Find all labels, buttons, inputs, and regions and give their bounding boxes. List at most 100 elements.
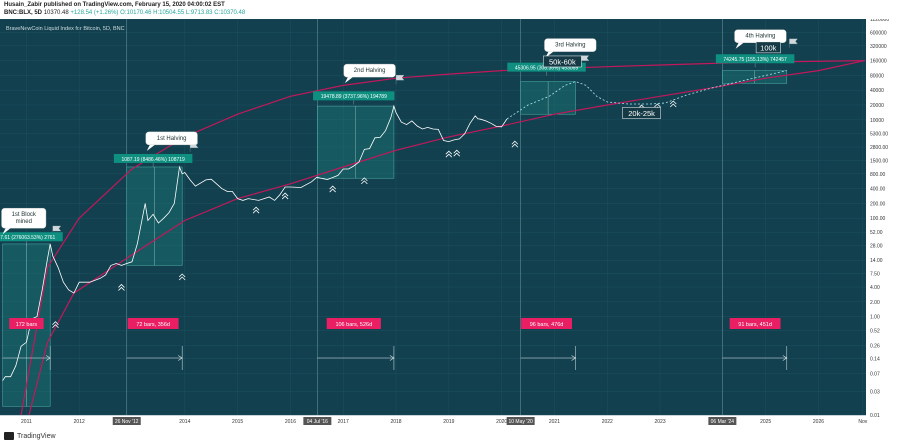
y-tick-label: 2.00 xyxy=(870,300,880,306)
y-tick-label: 10000 xyxy=(870,118,884,124)
symbol: BNC:BLX, 5D xyxy=(4,10,43,16)
value-label-box xyxy=(0,232,63,242)
projection-line xyxy=(506,70,787,120)
bar-count-label: 96 bars, 476d xyxy=(530,322,564,328)
callout-text: 1st Block xyxy=(12,212,37,218)
y-tick-label: 160000 xyxy=(870,59,887,65)
y-tick-label: 5300.00 xyxy=(870,131,888,137)
callout-tail xyxy=(344,77,353,84)
value-label: 19478.89 (3737.96%) 194789 xyxy=(321,94,387,100)
y-tick-label: 0.14 xyxy=(870,357,880,363)
up-marker xyxy=(669,100,677,108)
chart-title: BraveNewCoin Liquid Index for Bitcoin, 5… xyxy=(6,26,125,32)
y-tick-label: 14.00 xyxy=(870,258,883,264)
y-tick-label: 4.00 xyxy=(870,285,880,291)
price-target-label: 20k-25k xyxy=(628,109,655,118)
x-tick-label: 04 Jul '16 xyxy=(307,419,328,425)
price-chart[interactable]: BraveNewCoin Liquid Index for Bitcoin, 5… xyxy=(0,19,904,430)
y-tick-label: 80000 xyxy=(870,73,884,79)
x-tick-label: 26 Nov '12 xyxy=(115,419,139,425)
value-label: 74245.75 (155.13%) 742457 xyxy=(723,57,787,63)
x-tick-label: 10 May '20 xyxy=(508,419,533,425)
y-tick-label: 0.07 xyxy=(870,371,880,377)
price-target-label: 50k-60k xyxy=(549,57,576,66)
callout-tail xyxy=(146,144,155,151)
y-tick-label: 1.00 xyxy=(870,315,880,321)
x-tick-label: 2016 xyxy=(285,419,296,425)
callout-box xyxy=(544,38,597,52)
y-tick-label: 0.26 xyxy=(870,343,880,349)
x-date-badge xyxy=(506,417,535,425)
y-tick-label: 0.01 xyxy=(870,413,880,419)
bar-count-label: 72 bars, 356d xyxy=(136,322,170,328)
callout-tail xyxy=(735,42,744,49)
y-tick-label: 200.00 xyxy=(870,201,886,207)
x-tick-label: 2020 xyxy=(496,419,507,425)
price-target-box xyxy=(622,107,661,119)
value-label-box xyxy=(313,91,395,101)
y-tick-label: 800.00 xyxy=(870,172,886,178)
y-tick-label: 52.00 xyxy=(870,230,883,236)
x-tick-label: 2021 xyxy=(549,419,560,425)
x-date-badge xyxy=(112,417,141,425)
price-target-label: 100k xyxy=(760,43,777,52)
callout-text: 2nd Halving xyxy=(354,68,386,74)
bar-count-label: 172 bars xyxy=(16,322,38,328)
up-marker xyxy=(453,149,461,157)
x-date-badge xyxy=(303,417,332,425)
value-label: 27.61 (276063.53%) 2761 xyxy=(0,235,56,241)
callout-tail xyxy=(2,228,11,235)
bar-count-box xyxy=(127,318,179,329)
x-tick-label: 2023 xyxy=(654,419,665,425)
flag-marker xyxy=(395,75,405,85)
bar-count-box xyxy=(326,318,381,329)
bar-count-box xyxy=(521,318,572,329)
y-tick-label: 600000 xyxy=(870,30,887,36)
plot-background xyxy=(0,19,866,415)
callout-text: 3rd Halving xyxy=(555,43,585,49)
bar-count-label: 91 bars, 451d xyxy=(738,322,772,328)
footer: TradingView xyxy=(4,432,56,440)
up-marker xyxy=(118,283,125,291)
y-tick-label: 400.00 xyxy=(870,187,886,193)
price-target-box xyxy=(543,55,582,68)
price-line xyxy=(2,104,508,381)
value-label: 45306.95 (308.36%) 453069 xyxy=(515,65,579,71)
y-tick-label: 1500.00 xyxy=(870,158,888,164)
up-marker xyxy=(178,273,186,281)
last-price: 10370.48 xyxy=(43,10,69,16)
bar-count-label: 106 bars, 526d xyxy=(335,322,372,328)
up-marker xyxy=(252,206,260,214)
footer-brand: TradingView xyxy=(17,432,56,440)
x-tick-label: 2018 xyxy=(390,419,401,425)
value-label: 1087.19 (8486.46%) 108719 xyxy=(121,157,185,163)
bar-count-box xyxy=(9,318,44,329)
price-change: +128.54 (+1.26%) xyxy=(70,10,119,16)
bar-count-box xyxy=(729,318,781,329)
callout-text: 1st Halving xyxy=(157,136,187,142)
x-tick-label: 2011 xyxy=(21,419,32,425)
flag-marker xyxy=(789,38,798,48)
author-line: Husain_Zabir published on TradingView.co… xyxy=(4,2,225,8)
x-tick-label: 2025 xyxy=(760,419,771,425)
callout-box xyxy=(1,208,47,229)
ohlc-values: O:10170.46 H:10504.55 L:9713.83 C:10370.… xyxy=(120,10,246,16)
x-date-badge xyxy=(708,417,737,425)
y-tick-label: 7.50 xyxy=(870,272,880,278)
x-tick-label: 06 Mar '24 xyxy=(711,419,735,425)
callout-text: 4th Halving xyxy=(745,34,775,40)
flag-marker xyxy=(52,225,62,235)
x-tick-label: 2012 xyxy=(74,419,85,425)
up-marker xyxy=(52,321,59,329)
y-tick-label: 0.52 xyxy=(870,329,880,335)
time-axis-background xyxy=(0,415,866,430)
tradingview-logo-icon xyxy=(4,432,14,440)
callout-box xyxy=(343,63,396,78)
axis-background xyxy=(866,19,904,430)
y-tick-label: 28.00 xyxy=(870,243,883,249)
y-tick-label: 1120000 xyxy=(870,19,889,23)
y-tick-label: 320000 xyxy=(870,44,887,50)
x-tick-label: Nov xyxy=(858,419,867,425)
y-tick-label: 40000 xyxy=(870,88,884,94)
price-target-box xyxy=(755,41,781,54)
